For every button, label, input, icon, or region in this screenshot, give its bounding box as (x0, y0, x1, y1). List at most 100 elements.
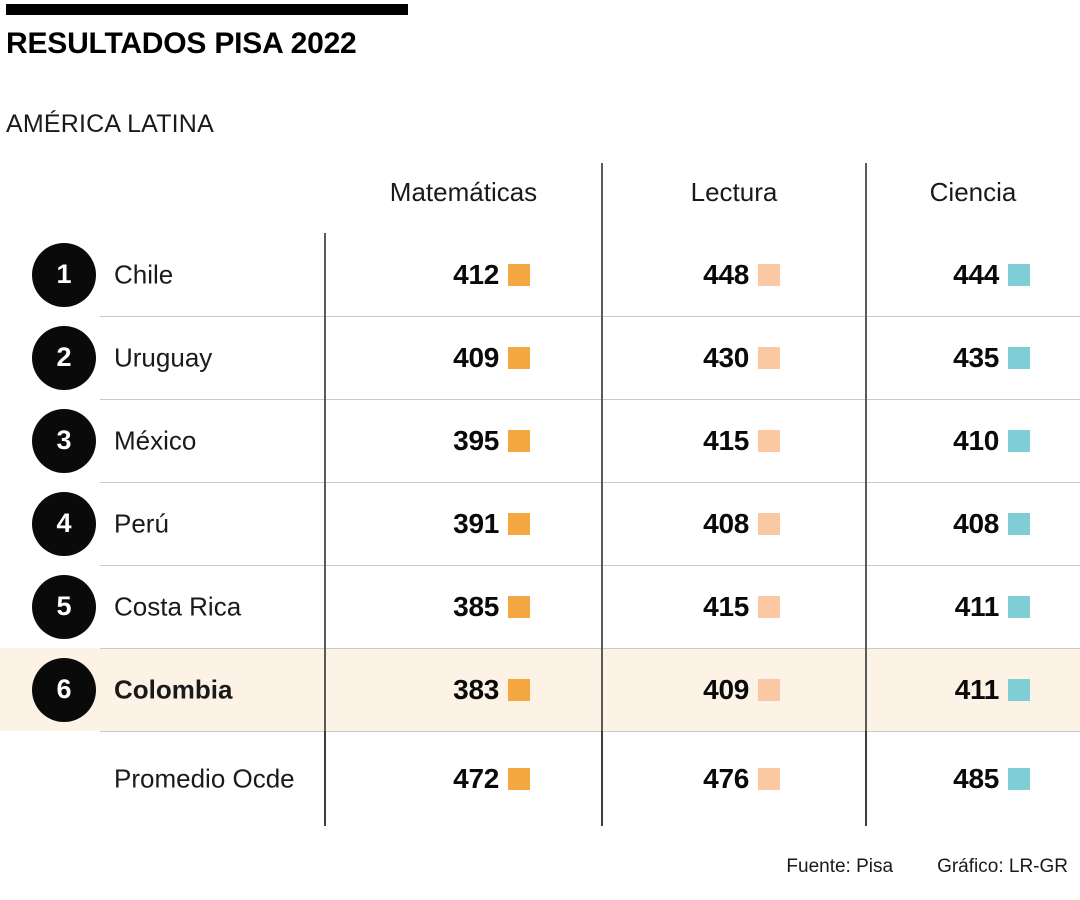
score-math: 472 (453, 762, 499, 794)
swatch-reading-icon (758, 512, 780, 535)
score-reading: 408 (703, 507, 749, 539)
swatch-reading-icon (758, 263, 780, 286)
column-divider-3 (865, 163, 867, 233)
country-label: Chile (114, 259, 174, 289)
swatch-science-icon (1008, 346, 1030, 369)
swatch-science-icon (1008, 429, 1030, 452)
table-row: 4 Perú 391 408 408 (0, 482, 1080, 565)
cell-science: 411 (866, 591, 1030, 623)
score-science: 435 (953, 341, 999, 373)
column-divider-1 (324, 565, 326, 648)
cell-math: 412 (325, 259, 530, 291)
cell-math: 383 (325, 674, 530, 706)
column-divider-2 (601, 399, 603, 482)
column-divider-2 (601, 233, 603, 316)
table-row-average: Promedio Ocde 472 476 485 (0, 731, 1080, 826)
rank-badge: 4 (32, 491, 96, 556)
country-label: Perú (114, 508, 169, 538)
table-row: 2 Uruguay 409 430 435 (0, 316, 1080, 399)
cell-science: 444 (866, 259, 1030, 291)
column-divider-3 (865, 399, 867, 482)
table-column-headers: Matemáticas Lectura Ciencia (0, 155, 1080, 233)
swatch-math-icon (508, 678, 530, 701)
cell-reading: 476 (602, 763, 780, 795)
column-header-science: Ciencia (929, 177, 1017, 207)
swatch-science-icon (1008, 512, 1030, 535)
footer-source: Fuente: Pisa (786, 856, 894, 877)
table-row: 1 Chile 412 448 444 (0, 233, 1080, 316)
column-divider-3 (865, 565, 867, 648)
score-science: 408 (953, 507, 999, 539)
column-divider-1 (324, 316, 326, 399)
score-reading: 415 (703, 590, 749, 622)
row-divider (100, 648, 1080, 649)
score-math: 395 (453, 424, 499, 456)
row-divider (100, 399, 1080, 400)
cell-math: 472 (325, 763, 530, 795)
swatch-science-icon (1008, 595, 1030, 618)
page-subtitle: AMÉRICA LATINA (6, 110, 214, 138)
row-divider (100, 731, 1080, 732)
column-divider-3 (865, 482, 867, 565)
rank-badge: 2 (32, 325, 96, 390)
column-divider-1 (324, 233, 326, 316)
cell-math: 385 (325, 591, 530, 623)
column-divider-3 (865, 648, 867, 731)
row-divider (100, 565, 1080, 566)
results-table: Matemáticas Lectura Ciencia 1 Chile 412 448… (0, 155, 1080, 826)
table-row: 6 Colombia 383 409 411 (0, 648, 1080, 731)
column-divider-3 (865, 233, 867, 316)
swatch-reading-icon (758, 595, 780, 618)
country-label: México (114, 425, 197, 455)
column-divider-2 (601, 648, 603, 731)
swatch-math-icon (508, 429, 530, 452)
cell-math: 409 (325, 342, 530, 374)
swatch-math-icon (508, 767, 530, 790)
column-divider-2 (601, 482, 603, 565)
cell-math: 395 (325, 425, 530, 457)
score-math: 385 (453, 590, 499, 622)
swatch-math-icon (508, 512, 530, 535)
cell-science: 410 (866, 425, 1030, 457)
column-divider-1 (324, 482, 326, 565)
footer: Fuente: Pisa Gráfico: LR-GR (786, 856, 1068, 878)
score-science: 411 (954, 673, 1000, 705)
rank-badge: 6 (32, 657, 96, 722)
score-math: 383 (453, 673, 499, 705)
score-reading: 476 (703, 762, 749, 794)
country-label: Promedio Ocde (114, 763, 295, 794)
country-label: Uruguay (114, 342, 213, 372)
table-body: 1 Chile 412 448 444 2 Uruguay 409 430 435 3 México 3… (0, 233, 1080, 826)
swatch-reading-icon (758, 767, 780, 790)
cell-reading: 415 (602, 591, 780, 623)
swatch-reading-icon (758, 678, 780, 701)
cell-reading: 430 (602, 342, 780, 374)
column-divider-2 (601, 731, 603, 826)
score-reading: 415 (703, 424, 749, 456)
row-divider (100, 316, 1080, 317)
country-label: Colombia (114, 674, 233, 704)
column-divider-1 (324, 648, 326, 731)
cell-science: 408 (866, 508, 1030, 540)
swatch-math-icon (508, 263, 530, 286)
column-divider-1 (324, 399, 326, 482)
score-science: 444 (953, 258, 999, 290)
swatch-reading-icon (758, 429, 780, 452)
score-reading: 430 (703, 341, 749, 373)
row-divider (100, 482, 1080, 483)
country-label: Costa Rica (114, 591, 242, 621)
column-divider-2 (601, 316, 603, 399)
score-science: 410 (953, 424, 999, 456)
score-reading: 448 (703, 258, 749, 290)
column-header-reading: Lectura (690, 177, 778, 207)
score-science: 485 (953, 762, 999, 794)
swatch-science-icon (1008, 767, 1030, 790)
cell-reading: 448 (602, 259, 780, 291)
score-science: 411 (954, 590, 1000, 622)
footer-credit: Gráfico: LR-GR (937, 856, 1068, 877)
cell-reading: 415 (602, 425, 780, 457)
swatch-math-icon (508, 346, 530, 369)
cell-science: 485 (866, 763, 1030, 795)
column-divider-2 (601, 565, 603, 648)
